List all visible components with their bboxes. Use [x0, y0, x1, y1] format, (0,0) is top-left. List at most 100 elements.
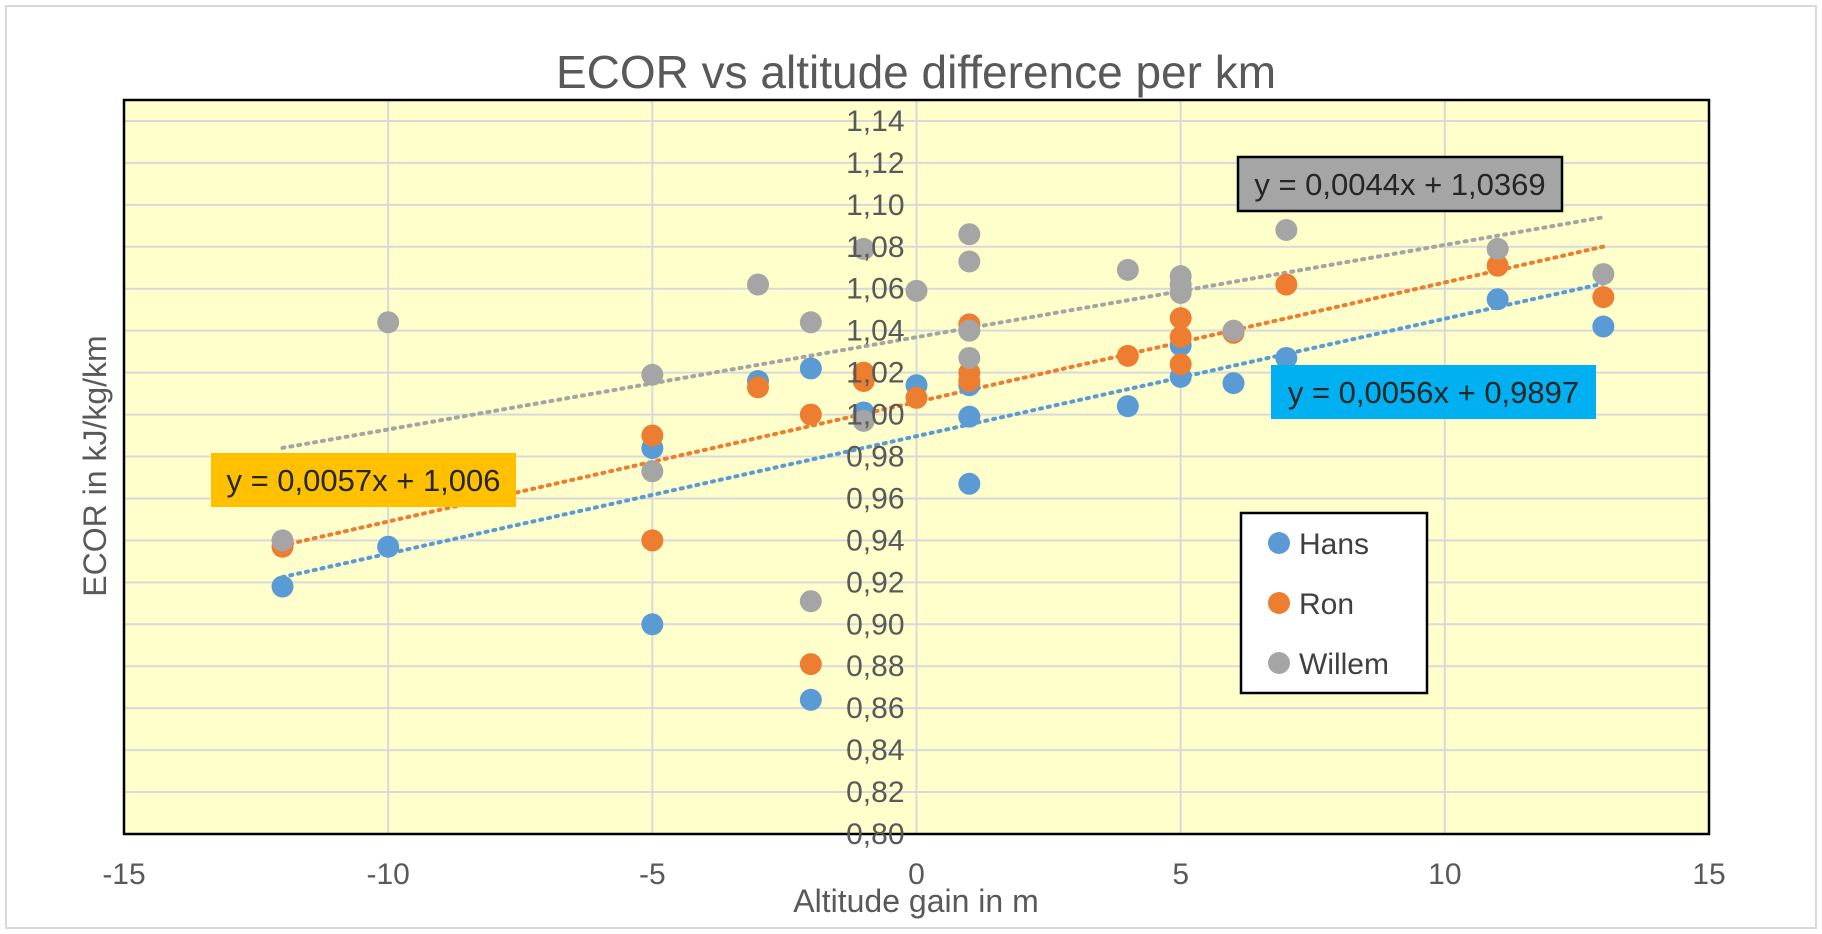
x-tick-label: 15 — [1692, 858, 1725, 891]
point-willem — [958, 223, 981, 246]
y-tick-label: 0,84 — [846, 734, 904, 767]
x-tick-label: 0 — [908, 858, 925, 891]
point-willem — [1486, 237, 1509, 260]
equation-text: y = 0,0044x + 1,0369 — [1254, 167, 1545, 202]
y-tick-label: 0,80 — [846, 818, 904, 851]
point-willem — [958, 346, 981, 369]
point-willem — [1275, 219, 1298, 242]
point-ron — [1275, 273, 1298, 296]
point-hans — [1275, 346, 1298, 369]
point-willem — [852, 409, 875, 432]
gridlines — [123, 100, 1710, 835]
point-hans — [958, 405, 981, 428]
y-tick-label: 0,86 — [846, 692, 904, 725]
point-ron — [799, 653, 822, 676]
legend-entry-willem: Willem — [1268, 648, 1389, 681]
point-willem — [958, 319, 981, 342]
point-hans — [958, 472, 981, 495]
point-hans — [1116, 395, 1139, 418]
point-ron — [1169, 353, 1192, 376]
point-willem — [799, 311, 822, 334]
trendline-hans — [280, 281, 1606, 580]
equation-box — [1236, 155, 1564, 213]
point-ron — [747, 376, 769, 399]
y-tick-label: 1,10 — [846, 189, 904, 222]
x-tick-label: -5 — [639, 858, 666, 891]
x-tick-label: -10 — [366, 858, 409, 891]
point-hans — [799, 688, 822, 711]
point-ron — [799, 403, 822, 426]
x-axis-label: Altitude gain in m — [793, 883, 1038, 919]
point-ron — [905, 386, 928, 409]
equation-text: y = 0,0056x + 0,9897 — [1288, 375, 1579, 410]
equation-box — [211, 453, 516, 507]
point-willem — [641, 363, 664, 386]
point-hans — [799, 357, 822, 380]
point-willem — [1116, 258, 1139, 281]
equation-box — [1271, 365, 1596, 419]
point-ron — [1169, 325, 1192, 348]
y-tick-label: 0,82 — [846, 776, 904, 809]
point-hans — [271, 575, 294, 598]
trendline-equation-ron: y = 0,0057x + 1,006 — [211, 453, 516, 507]
point-willem — [799, 590, 822, 613]
equation-text: y = 0,0057x + 1,006 — [226, 463, 500, 498]
point-willem — [958, 250, 981, 273]
y-tick-labels: 0,80 0,82 0,84 0,86 0,88 0,90 0,92 0,94 0,96 0,98… — [846, 105, 904, 851]
y-tick-label: 0,90 — [846, 608, 904, 641]
point-hans — [641, 613, 664, 636]
y-tick-label: 1,12 — [846, 147, 904, 180]
point-ron — [1116, 344, 1139, 367]
y-tick-label: 0,88 — [846, 650, 904, 683]
point-hans — [1592, 315, 1615, 338]
plot-border — [122, 98, 1711, 836]
legend-entry-ron: Ron — [1268, 588, 1354, 621]
point-willem — [641, 460, 664, 483]
trendline-equations: y = 0,0056x + 0,9897 y = 0,0057x + 1,006 y… — [211, 155, 1596, 507]
x-tick-label: 5 — [1172, 858, 1189, 891]
legend-marker — [1268, 532, 1290, 554]
x-tick-label: 10 — [1428, 858, 1461, 891]
point-hans — [377, 535, 400, 558]
trendline-willem — [280, 215, 1606, 450]
y-tick-label: 1,14 — [846, 105, 904, 138]
y-tick-label: 0,92 — [846, 566, 904, 599]
point-willem — [1222, 319, 1245, 342]
trendline-equation-hans: y = 0,0056x + 0,9897 — [1271, 365, 1596, 419]
trendline-equation-willem: y = 0,0044x + 1,0369 — [1236, 155, 1564, 213]
point-ron — [852, 361, 875, 384]
y-tick-label: 1,02 — [846, 357, 904, 390]
y-tick-label: 1,00 — [846, 399, 904, 432]
legend-label: Willem — [1299, 648, 1389, 681]
y-tick-label: 0,98 — [846, 441, 904, 474]
point-hans — [1486, 288, 1509, 311]
y-tick-label: 1,04 — [846, 315, 904, 348]
legend: Hans Ron Willem — [1239, 511, 1429, 695]
point-willem — [1592, 263, 1615, 286]
point-ron — [641, 529, 664, 552]
legend-marker — [1268, 652, 1290, 674]
point-willem — [905, 279, 928, 302]
legend-entry-hans: Hans — [1268, 528, 1369, 561]
legend-marker — [1268, 592, 1290, 614]
point-willem — [271, 529, 294, 552]
x-tick-labels: -15 -10 -5 0 5 10 15 — [102, 858, 1725, 891]
y-tick-label: 1,08 — [846, 231, 904, 264]
data-points — [271, 219, 1615, 711]
point-willem — [747, 273, 769, 296]
point-hans — [1222, 372, 1245, 395]
legend-label: Ron — [1299, 588, 1354, 621]
point-ron — [1592, 286, 1615, 309]
y-tick-label: 1,06 — [846, 273, 904, 306]
point-willem — [377, 311, 400, 334]
y-tick-label: 0,94 — [846, 524, 904, 557]
point-ron — [1486, 254, 1509, 277]
point-willem — [852, 237, 875, 260]
x-tick-label: -15 — [102, 858, 145, 891]
legend-label: Hans — [1299, 528, 1369, 561]
point-ron — [1169, 307, 1192, 330]
point-willem — [1169, 265, 1192, 288]
y-axis-label: ECOR in kJ/kg/km — [77, 335, 113, 596]
